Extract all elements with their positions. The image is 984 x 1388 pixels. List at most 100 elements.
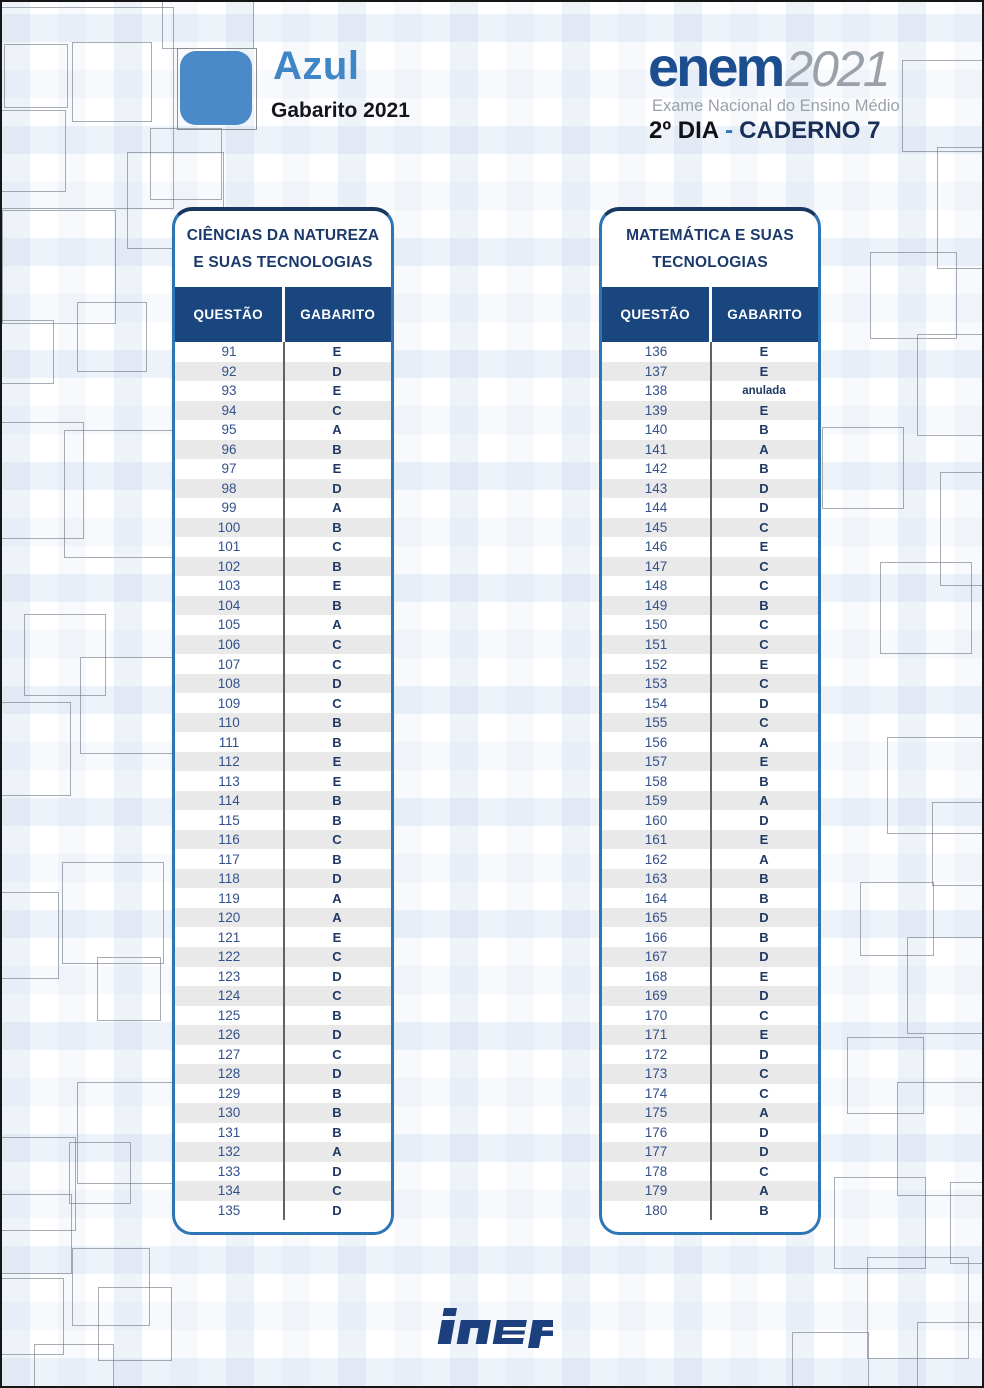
- question-number: 101: [217, 539, 241, 555]
- answer-row: 138 anulada: [602, 381, 818, 401]
- answer-letter: E: [759, 539, 769, 555]
- question-number: 169: [644, 988, 668, 1004]
- answer-letter: D: [759, 988, 769, 1004]
- question-number: 110: [218, 715, 240, 731]
- answer-letter: C: [759, 715, 769, 731]
- answer-letter: A: [759, 1105, 769, 1121]
- question-number: 146: [644, 539, 668, 555]
- answer-letter: B: [759, 461, 769, 477]
- answer-row: 169 D: [602, 986, 818, 1006]
- answer-row: 129 B: [175, 1084, 391, 1104]
- answer-letter: A: [759, 734, 769, 750]
- answer-letter: B: [332, 734, 342, 750]
- question-number: 142: [644, 461, 668, 477]
- answer-row: 105 A: [175, 615, 391, 635]
- question-number: 95: [221, 422, 237, 438]
- answer-row: 170 C: [602, 1006, 818, 1026]
- answer-row: 142 B: [602, 459, 818, 479]
- answer-row: 162 A: [602, 849, 818, 869]
- question-number: 171: [644, 1027, 668, 1043]
- answer-row: 160 D: [602, 810, 818, 830]
- answer-letter: E: [759, 754, 769, 770]
- decorative-square: [902, 60, 982, 152]
- decorative-square: [917, 1322, 982, 1386]
- question-number: 166: [644, 929, 668, 945]
- decorative-square: [2, 7, 174, 209]
- answer-row: 178 C: [602, 1162, 818, 1182]
- question-number: 174: [644, 1085, 668, 1101]
- inep-logo: [437, 1308, 553, 1348]
- answer-row: 148 C: [602, 576, 818, 596]
- decorative-square: [867, 1257, 969, 1359]
- question-number: 139: [644, 402, 668, 418]
- decorative-square: [822, 427, 904, 509]
- day-label: 2º DIA: [649, 117, 720, 144]
- question-number: 161: [644, 832, 668, 848]
- question-number: 124: [217, 988, 241, 1004]
- answer-column-header: GABARITO: [711, 287, 818, 342]
- answer-letter: D: [759, 480, 769, 496]
- science-title-line2: E SUAS TECNOLOGIAS: [193, 253, 373, 271]
- science-table-title: CIÊNCIAS DA NATUREZA E SUAS TECNOLOGIAS: [175, 211, 391, 287]
- decorative-square: [870, 252, 957, 339]
- answer-letter: A: [759, 441, 769, 457]
- math-table-title: MATEMÁTICA E SUAS TECNOLOGIAS: [602, 211, 818, 287]
- question-number: 159: [644, 793, 668, 809]
- answer-letter: D: [759, 910, 769, 926]
- question-number: 126: [217, 1027, 241, 1043]
- question-number: 155: [644, 715, 668, 731]
- question-number: 176: [644, 1124, 668, 1140]
- decorative-square: [2, 1278, 64, 1355]
- question-number: 170: [644, 1007, 668, 1023]
- answer-letter: C: [332, 636, 342, 652]
- decorative-square: [2, 702, 71, 796]
- question-number: 173: [644, 1066, 668, 1082]
- gabarito-subtitle: Gabarito 2021: [271, 99, 410, 122]
- question-number: 105: [217, 617, 241, 633]
- science-table-header: QUESTÃO GABARITO: [175, 287, 391, 342]
- answer-letter: C: [332, 988, 342, 1004]
- question-number: 143: [644, 480, 668, 496]
- question-number: 94: [221, 402, 237, 418]
- question-number: 132: [217, 1144, 241, 1160]
- answer-letter: E: [332, 754, 342, 770]
- question-number: 129: [217, 1085, 241, 1101]
- answer-letter: B: [332, 715, 342, 731]
- answer-letter: B: [332, 812, 342, 828]
- answer-letter: B: [332, 597, 342, 613]
- decorative-square: [792, 1332, 869, 1386]
- answer-letter: B: [759, 929, 769, 945]
- answer-letter: D: [332, 1027, 342, 1043]
- question-number: 128: [217, 1066, 241, 1082]
- decorative-square: [72, 42, 152, 122]
- question-number: 154: [644, 695, 668, 711]
- science-answer-table: CIÊNCIAS DA NATUREZA E SUAS TECNOLOGIAS …: [172, 207, 394, 1235]
- answer-letter: E: [332, 344, 342, 360]
- answer-row: 159 A: [602, 790, 818, 811]
- answer-letter: D: [759, 949, 769, 965]
- answer-letter: C: [759, 519, 769, 535]
- answer-row: 125 B: [175, 1006, 391, 1026]
- science-table-body: 91 E 92 D 93 E 94 C 95 A 96 B 97 E 98 D 99 A 100 B 101 C 102 B 1…: [175, 342, 391, 1220]
- answer-row: 104 B: [175, 595, 391, 616]
- answer-row: 167 D: [602, 946, 818, 967]
- answer-letter: C: [759, 578, 769, 594]
- question-column-header: QUESTÃO: [175, 287, 282, 342]
- decorative-square: [34, 1344, 114, 1386]
- answer-row: 176 D: [602, 1123, 818, 1143]
- answer-letter: C: [332, 402, 342, 418]
- question-number: 135: [217, 1202, 241, 1218]
- question-number: 136: [644, 344, 668, 360]
- answer-letter: B: [332, 1085, 342, 1101]
- question-number: 153: [644, 676, 668, 692]
- question-number: 178: [644, 1163, 668, 1179]
- question-number: 109: [217, 695, 241, 711]
- answer-row: 139 E: [602, 400, 818, 421]
- answer-row: 101 C: [175, 537, 391, 557]
- question-number: 148: [644, 578, 668, 594]
- decorative-square: [940, 472, 982, 586]
- question-number: 127: [217, 1046, 241, 1062]
- answer-row: 132 A: [175, 1142, 391, 1162]
- answer-row: 147 C: [602, 556, 818, 577]
